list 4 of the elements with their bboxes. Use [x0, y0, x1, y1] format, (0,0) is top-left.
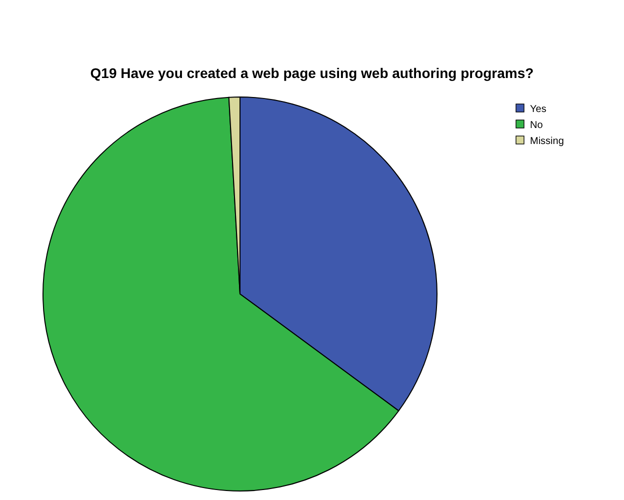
legend-label: No — [530, 120, 544, 131]
legend-label: Missing — [530, 136, 564, 147]
chart-title: Q19 Have you created a web page using web authoring programs? — [90, 65, 534, 81]
legend-label: Yes — [530, 104, 546, 115]
